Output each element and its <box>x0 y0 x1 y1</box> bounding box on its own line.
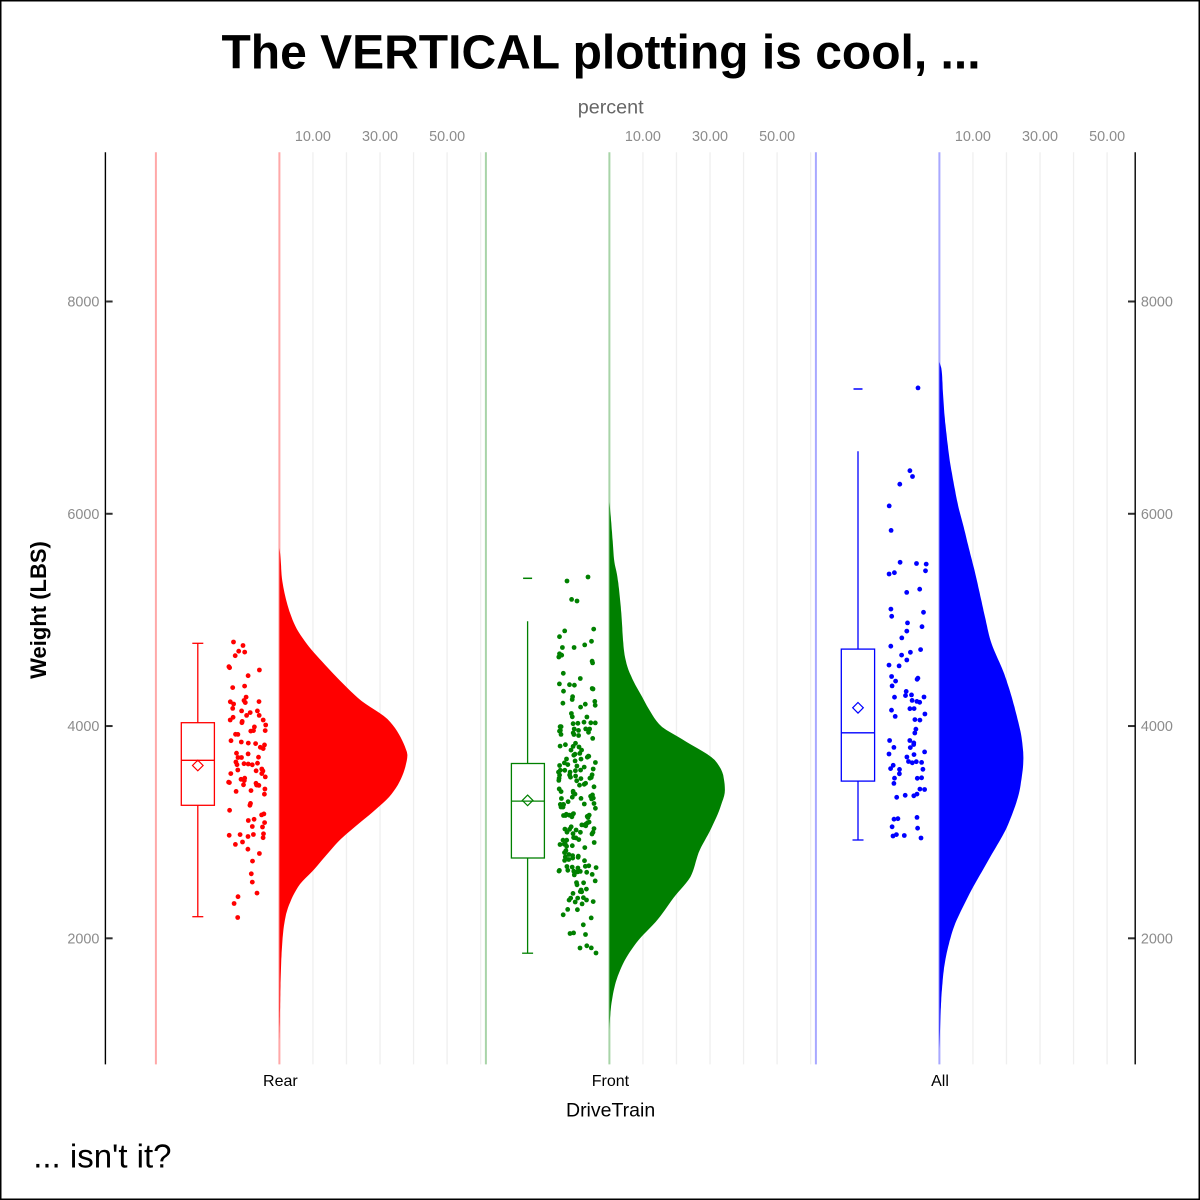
svg-text:50.00: 50.00 <box>1089 129 1125 145</box>
svg-text:Weight (LBS): Weight (LBS) <box>26 541 51 679</box>
svg-text:2000: 2000 <box>67 931 99 947</box>
svg-text:4000: 4000 <box>67 719 99 735</box>
svg-text:4000: 4000 <box>1141 719 1173 735</box>
svg-text:The VERTICAL plotting is cool,: The VERTICAL plotting is cool, ... <box>221 27 980 80</box>
svg-text:percent: percent <box>578 97 644 119</box>
svg-text:Front: Front <box>592 1073 630 1090</box>
svg-text:2000: 2000 <box>1141 931 1173 947</box>
svg-text:10.00: 10.00 <box>955 129 991 145</box>
svg-text:8000: 8000 <box>67 295 99 311</box>
svg-text:30.00: 30.00 <box>692 129 728 145</box>
svg-text:10.00: 10.00 <box>295 129 331 145</box>
svg-text:8000: 8000 <box>1141 295 1173 311</box>
svg-text:50.00: 50.00 <box>759 129 795 145</box>
svg-text:30.00: 30.00 <box>1022 129 1058 145</box>
svg-text:... isn't it?: ... isn't it? <box>33 1138 171 1175</box>
svg-text:10.00: 10.00 <box>625 129 661 145</box>
svg-text:All: All <box>931 1073 949 1090</box>
svg-text:6000: 6000 <box>1141 507 1173 523</box>
svg-text:50.00: 50.00 <box>429 129 465 145</box>
svg-text:Rear: Rear <box>263 1073 298 1090</box>
svg-text:DriveTrain: DriveTrain <box>566 1100 655 1122</box>
svg-text:30.00: 30.00 <box>362 129 398 145</box>
svg-text:6000: 6000 <box>67 507 99 523</box>
